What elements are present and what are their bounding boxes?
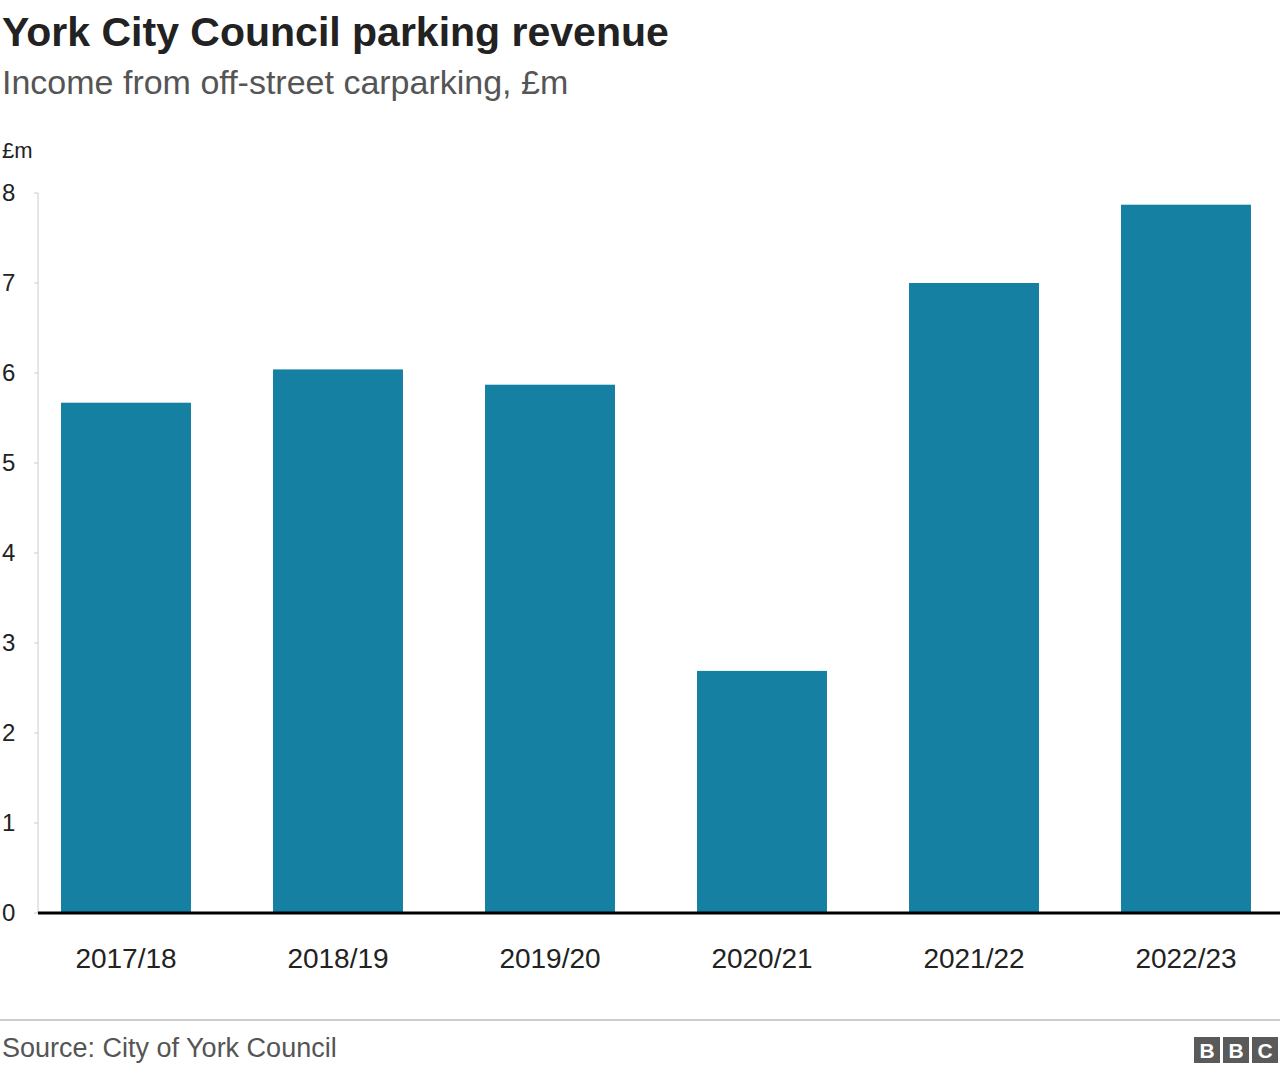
y-tick (34, 553, 38, 554)
x-tick-label: 2021/22 (923, 943, 1024, 974)
footer-rule (0, 1020, 1280, 1021)
title: York City Council parking revenue (2, 9, 669, 55)
subtitle: Income from off-street carparking, £m (2, 63, 568, 101)
y-tick-label: 1 (2, 809, 15, 836)
bar (1121, 205, 1251, 913)
y-tick (34, 193, 38, 194)
bar (61, 403, 191, 913)
y-tick-label: 3 (2, 629, 15, 656)
bars (61, 205, 1251, 913)
y-tick-label: 7 (2, 269, 15, 296)
x-tick-label: 2020/21 (711, 943, 812, 974)
y-tick (34, 733, 38, 734)
y-tick-label: 2 (2, 719, 15, 746)
source: Source: City of York Council (2, 1033, 337, 1063)
logo-box (1252, 1037, 1278, 1063)
bar (909, 283, 1039, 913)
y-axis-label: £m (2, 138, 33, 163)
x-tick-label: 2022/23 (1135, 943, 1236, 974)
logo-letter: B (1228, 1039, 1243, 1062)
logo: BBC (1194, 1037, 1278, 1063)
bar (485, 385, 615, 913)
logo-box (1194, 1037, 1220, 1063)
chart-container: York City Council parking revenue Income … (0, 0, 1280, 1074)
x-axis-line (38, 912, 1280, 915)
y-tick-label: 5 (2, 449, 15, 476)
y-tick (34, 463, 38, 464)
bar (273, 369, 403, 913)
y-tick (34, 643, 38, 644)
y-tick (34, 913, 38, 914)
logo-box (1223, 1037, 1249, 1063)
y-tick-label: 6 (2, 359, 15, 386)
chart-svg: York City Council parking revenue Income … (0, 0, 1280, 1074)
logo-text: BBC (1199, 1039, 1272, 1062)
y-tick-label: 0 (2, 899, 15, 926)
logo-letter: B (1199, 1039, 1214, 1062)
y-tick (34, 283, 38, 284)
x-tick-label: 2019/20 (499, 943, 600, 974)
y-tick (34, 823, 38, 824)
bar (697, 671, 827, 913)
y-tick-label: 4 (2, 539, 15, 566)
x-tick-label: 2017/18 (75, 943, 176, 974)
y-tick (34, 373, 38, 374)
logo-letter: C (1257, 1039, 1272, 1062)
x-tick-label: 2018/19 (287, 943, 388, 974)
y-tick-label: 8 (2, 179, 15, 206)
